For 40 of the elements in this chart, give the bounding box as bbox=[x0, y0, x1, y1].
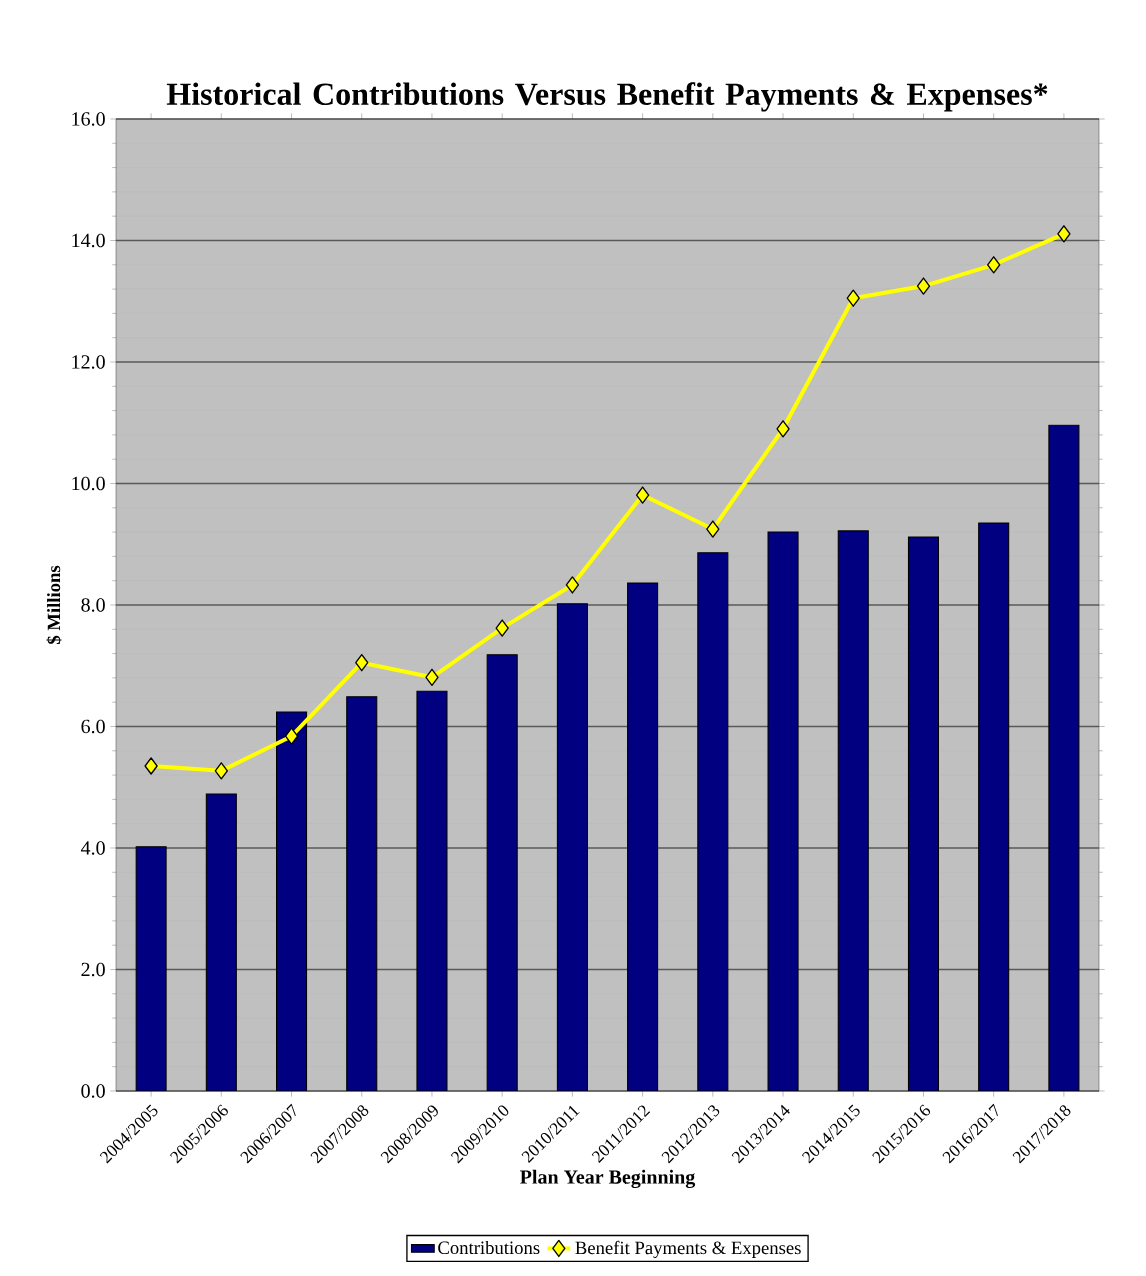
point bbox=[425, 668, 439, 686]
y-tick-label: 4.0 bbox=[81, 841, 105, 855]
y-tick-label: 6.0 bbox=[81, 719, 105, 734]
point bbox=[495, 619, 509, 637]
bar bbox=[416, 690, 448, 1091]
bar bbox=[556, 603, 588, 1091]
bar bbox=[346, 696, 378, 1091]
y-tick-label: 12.0 bbox=[72, 355, 105, 369]
bar bbox=[837, 530, 869, 1091]
bar bbox=[627, 582, 659, 1091]
y-tick-label: 16.0 bbox=[72, 112, 105, 126]
bar bbox=[697, 552, 729, 1091]
point bbox=[776, 420, 790, 438]
y-tick-label: 8.0 bbox=[81, 598, 105, 612]
point bbox=[1057, 225, 1071, 243]
y-tick-label: 14.0 bbox=[72, 233, 105, 248]
point bbox=[355, 654, 369, 672]
y-tick-label: 0.0 bbox=[81, 1084, 105, 1098]
legend-label: Contributions bbox=[438, 1240, 540, 1255]
bar bbox=[205, 793, 237, 1091]
bar bbox=[276, 711, 308, 1091]
point bbox=[144, 757, 158, 775]
y-axis-title: $ Millions bbox=[46, 565, 62, 644]
point bbox=[635, 486, 650, 504]
x-axis-title: Plan Year Beginning bbox=[520, 1169, 696, 1188]
y-tick-label: 2.0 bbox=[81, 962, 105, 977]
bar bbox=[907, 536, 940, 1091]
point bbox=[565, 576, 580, 594]
y-tick-label: 10.0 bbox=[72, 476, 105, 491]
point bbox=[846, 289, 860, 307]
bar bbox=[978, 522, 1010, 1091]
chart-title: Historical Contributions Versus Benefit Payments & Expenses* bbox=[166, 82, 1048, 112]
point bbox=[214, 762, 228, 780]
point bbox=[916, 277, 931, 295]
point bbox=[706, 520, 720, 538]
point bbox=[284, 727, 299, 745]
bar bbox=[767, 531, 799, 1091]
legend-label: Benefit Payments & Expenses bbox=[575, 1240, 801, 1259]
bar bbox=[486, 654, 518, 1091]
point bbox=[987, 256, 1001, 274]
